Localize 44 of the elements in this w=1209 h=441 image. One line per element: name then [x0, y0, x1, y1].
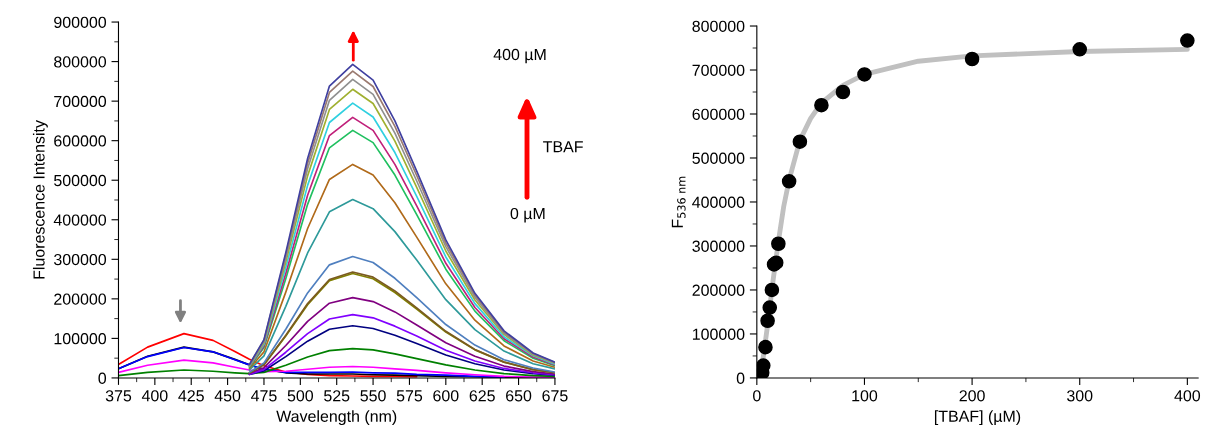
- x-tick-label: 550: [360, 390, 386, 402]
- y-tick-label: 600000: [692, 108, 745, 120]
- y-tick-label: 700000: [692, 64, 745, 76]
- x-tick-label: 675: [542, 390, 568, 402]
- annotation: 400 µM: [493, 48, 546, 64]
- x-tick-label: 650: [506, 390, 532, 402]
- x-tick-label: 375: [105, 390, 132, 402]
- x-tick-label: 100: [852, 390, 878, 402]
- y-tick-label: 500000: [692, 152, 745, 164]
- annotation: TBAF: [543, 141, 583, 153]
- y-tick-label: 800000: [692, 20, 745, 32]
- y-tick-label: 400000: [692, 196, 745, 208]
- y-tick-label: 0: [98, 372, 107, 384]
- y-tick-label: 300000: [53, 253, 107, 266]
- x-tick-label: 625: [469, 390, 495, 402]
- x-tick-label: 475: [251, 390, 277, 402]
- x-tick-label: 575: [396, 390, 423, 402]
- x-axis-title: Wavelength (nm): [276, 410, 397, 426]
- y-tick-label: 0: [736, 372, 745, 384]
- x-tick-label: 0: [753, 390, 761, 402]
- x-tick-label: 425: [178, 390, 204, 402]
- y-axis-title: F$_{536 nm}$: [671, 176, 686, 228]
- y-tick-label: 400000: [53, 214, 107, 226]
- x-axis-title: [TBAF] (µM): [934, 410, 1021, 426]
- x-tick-label: 450: [214, 390, 241, 402]
- x-tick-label: 525: [324, 390, 350, 402]
- y-tick-label: 100000: [692, 328, 745, 340]
- y-tick-label: 200000: [692, 284, 745, 296]
- x-tick-label: 600: [433, 390, 459, 402]
- annotation: 0 µM: [510, 207, 545, 223]
- y-tick-label: 800000: [54, 56, 107, 68]
- y-tick-label: 900000: [54, 16, 107, 28]
- y-tick-label: 700000: [54, 95, 107, 108]
- y-tick-label: 600000: [54, 135, 107, 147]
- y-axis-title: Fluorescence Intensity: [32, 120, 48, 279]
- y-tick-label: 300000: [692, 240, 745, 252]
- x-tick-label: 400: [141, 390, 168, 402]
- y-tick-label: 500000: [54, 174, 107, 187]
- y-tick-label: 100000: [54, 333, 107, 345]
- x-tick-label: 300: [1067, 390, 1093, 402]
- y-tick-label: 200000: [54, 293, 107, 305]
- x-tick-label: 200: [959, 390, 985, 402]
- x-tick-label: 500: [287, 390, 314, 402]
- x-tick-label: 400: [1174, 390, 1201, 402]
